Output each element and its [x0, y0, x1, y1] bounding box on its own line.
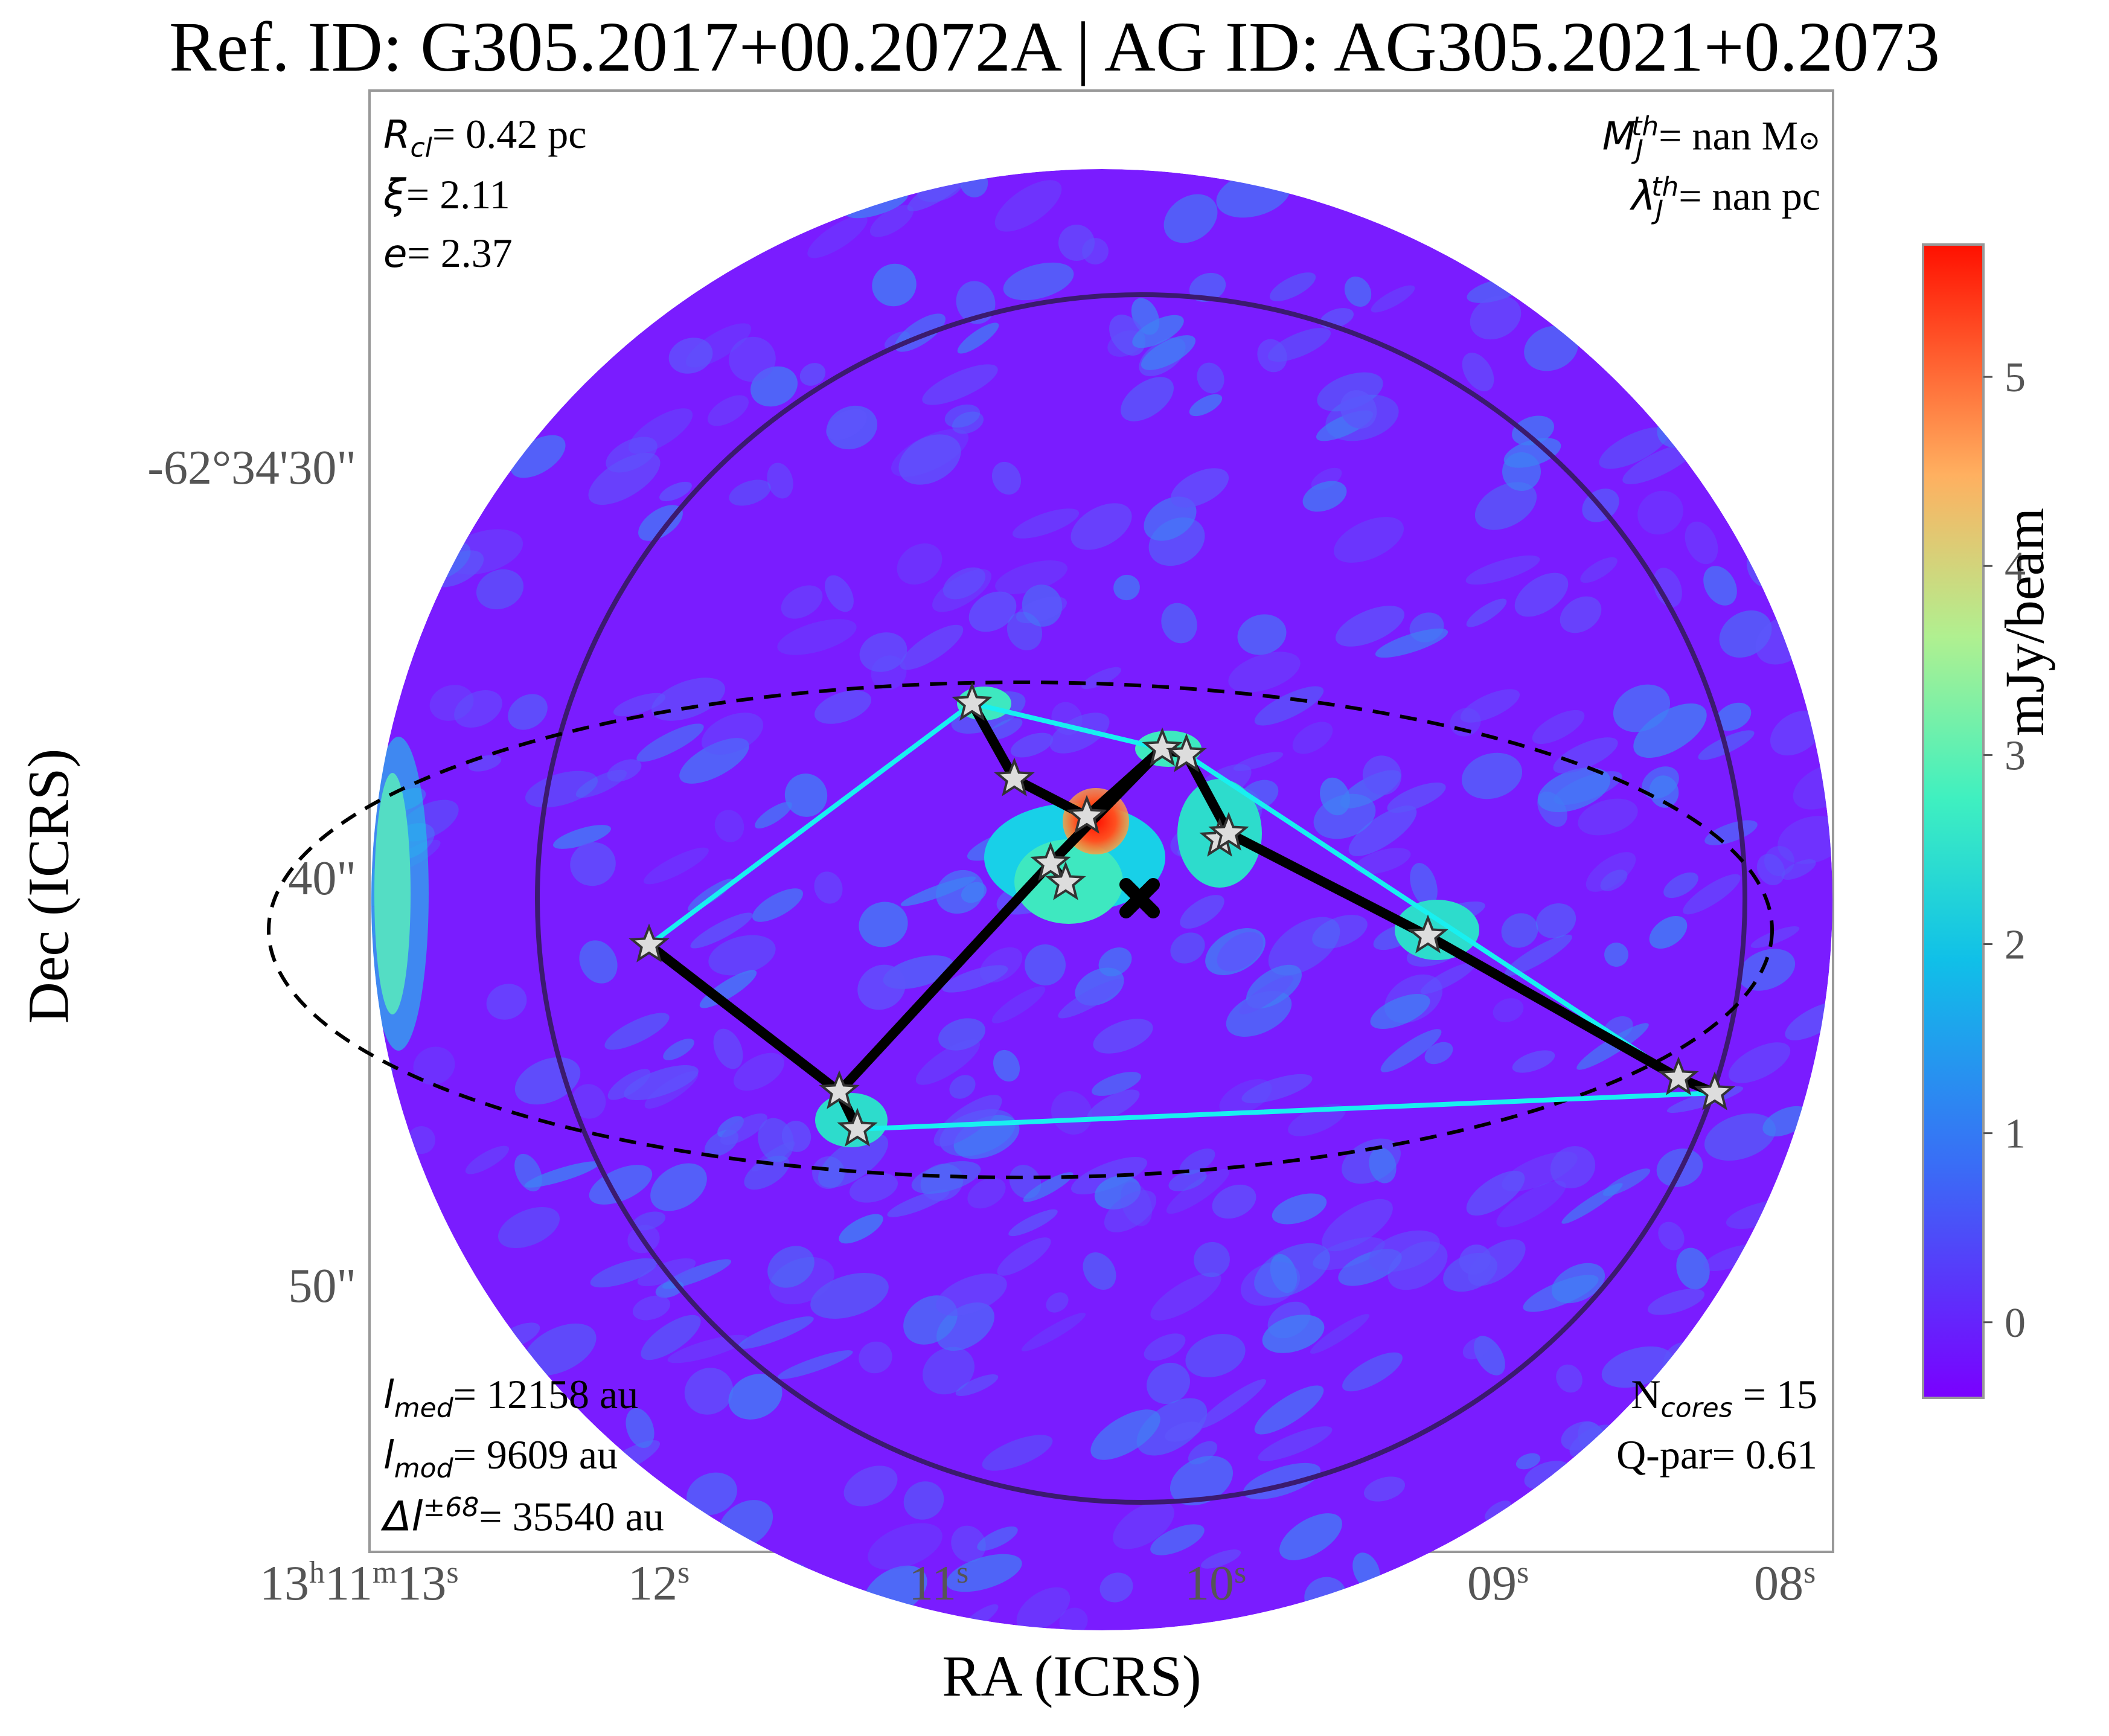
core-star-icon [819, 1070, 860, 1109]
core-star-icon [1166, 733, 1207, 772]
colorbar-tick-label: 4 [2005, 543, 2026, 590]
x-tick-label: 13h11m13s [260, 1555, 459, 1610]
colorbar-tick-label: 0 [2005, 1300, 2026, 1347]
core-star-icon [629, 923, 670, 962]
minimum-spanning-tree [644, 699, 1720, 1134]
core-star-icon [1694, 1071, 1735, 1110]
colorbar-tick-label: 5 [2005, 354, 2026, 401]
y-tick-label: -62°34'30" [147, 441, 356, 495]
core-star-icon [1658, 1056, 1699, 1095]
core-star-icon [837, 1107, 878, 1147]
annotation-q-par: Q-par= 0.61 [1616, 1432, 1817, 1478]
core-star-icon [1407, 914, 1448, 953]
primary-beam-circle [535, 292, 1747, 1505]
annotation-l-med: lmed= 12158 au [383, 1371, 639, 1424]
core-star-icon [1030, 842, 1071, 881]
colorbar-tick-label: 2 [2005, 922, 2026, 969]
x-tick-label: 08s [1754, 1555, 1816, 1610]
core-star-icon [1066, 795, 1107, 834]
x-axis-label: RA (ICRS) [942, 1644, 1202, 1708]
x-tick-label: 11s [909, 1555, 969, 1610]
annotation-e: e= 2.37 [383, 230, 513, 277]
clump-center-x-icon [1119, 878, 1160, 918]
core-star-icon [1142, 727, 1183, 766]
core-markers [629, 682, 1735, 1147]
core-star-icon [994, 757, 1035, 796]
colorbar-ticks: 0 1 2 3 4 5 [1983, 354, 2026, 1347]
annotation-xi: ξ= 2.11 [383, 171, 510, 219]
x-tick-label: 10s [1185, 1555, 1247, 1610]
annotation-delta-l: Δl±68= 35540 au [383, 1492, 664, 1541]
clump-ellipse [267, 681, 1774, 1179]
page-title: Ref. ID: G305.2017+00.2072A | AG ID: AG3… [169, 7, 1940, 86]
colorbar-label: mJy/beam [1994, 507, 2055, 737]
annotation-ncores: Ncores = 15 [1631, 1371, 1817, 1424]
annotation-l-mod: lmod= 9609 au [383, 1432, 618, 1484]
core-star-icon [1208, 812, 1249, 851]
colorbar-tick-label: 1 [2005, 1111, 2026, 1158]
y-tick-label: 40" [288, 852, 356, 905]
core-star-icon [952, 682, 993, 721]
x-tick-label: 09s [1467, 1555, 1529, 1610]
y-axis-label: Dec (ICRS) [16, 748, 81, 1024]
colorbar-tick-label: 3 [2005, 732, 2026, 779]
colorbar [1922, 243, 1985, 1399]
annotation-r-cl: Rcl= 0.42 pc [383, 111, 587, 164]
annotation-jeans-mass: MJth= nan M⊙ [1602, 111, 1820, 165]
annotation-jeans-length: λJth= nan pc [1631, 171, 1820, 226]
core-star-icon [1045, 861, 1086, 900]
y-tick-label: 50" [288, 1260, 356, 1313]
x-tick-label: 12s [628, 1555, 690, 1610]
